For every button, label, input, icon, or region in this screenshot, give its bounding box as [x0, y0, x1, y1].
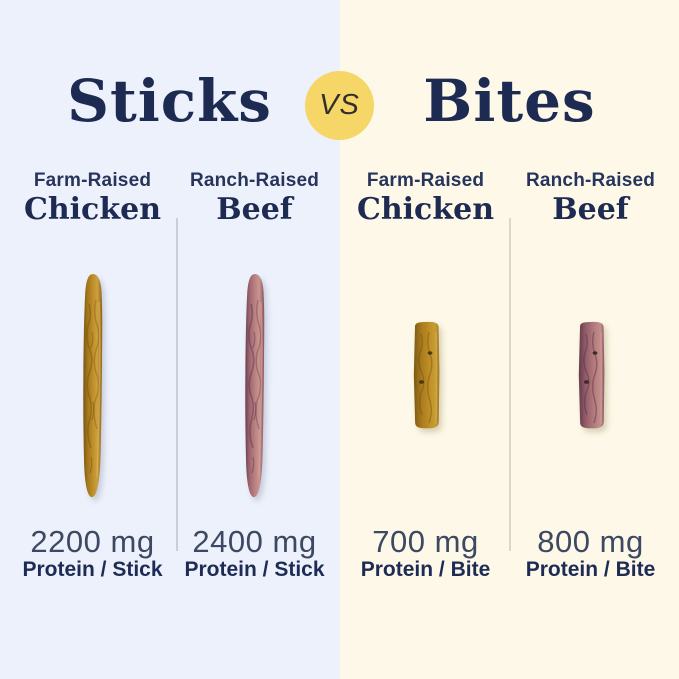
raised-label: Ranch-Raised [525, 170, 656, 191]
protein-per-label: Protein / Stick [184, 558, 325, 581]
column-chicken-stick: Farm-Raised Chicken [8, 0, 177, 679]
sticks-panel-background [0, 0, 340, 679]
bites-column-divider [509, 218, 511, 551]
chicken-bite-image [341, 320, 510, 430]
raised-label: Farm-Raised [33, 170, 152, 191]
vs-label: VS [319, 89, 360, 121]
protein-type-label: Chicken [356, 192, 495, 227]
sticks-column-divider [176, 218, 178, 551]
protein-amount: 700 mg [372, 524, 479, 559]
protein-per-label: Protein / Stick [22, 558, 163, 581]
vs-badge: VS [305, 71, 374, 140]
protein-amount: 2200 mg [30, 524, 155, 559]
protein-per-label: Protein / Bite [360, 558, 491, 581]
protein-type-label: Beef [216, 192, 293, 227]
beef-stick-image [170, 272, 339, 499]
column-beef-bite: Ranch-Raised Beef [506, 0, 675, 679]
protein-amount: 800 mg [537, 524, 644, 559]
raised-label: Farm-Raised [366, 170, 485, 191]
sticks-title: Sticks [67, 67, 272, 135]
protein-amount: 2400 mg [192, 524, 317, 559]
protein-type-label: Chicken [23, 192, 162, 227]
protein-type-label: Beef [552, 192, 629, 227]
bites-title: Bites [423, 67, 596, 135]
column-chicken-bite: Farm-Raised Chicken [341, 0, 510, 679]
beef-bite-image [506, 320, 675, 430]
chicken-stick-image [8, 272, 177, 499]
protein-per-label: Protein / Bite [525, 558, 656, 581]
column-beef-stick: Ranch-Raised Beef [170, 0, 339, 679]
raised-label: Ranch-Raised [189, 170, 320, 191]
